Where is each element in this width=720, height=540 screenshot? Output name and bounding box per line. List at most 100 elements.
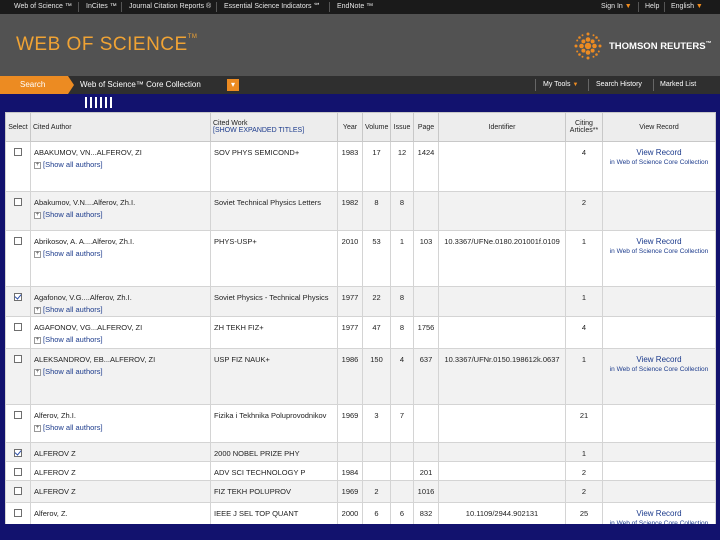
view-record-collection: in Web of Science Core Collection	[606, 519, 712, 529]
row-checkbox[interactable]	[14, 293, 22, 301]
cited-author-cell: AGAFONOV, VG...ALFEROV, ZI + [Show all aut…	[30, 316, 211, 349]
table-header-row: Select Cited Author Cited Work [SHOW EXP…	[5, 112, 716, 142]
tab-search[interactable]: Search	[0, 76, 68, 94]
header-cited-work: Cited Work [SHOW EXPANDED TITLES]	[210, 112, 338, 142]
citing-articles-count: 1	[565, 286, 603, 317]
row-checkbox[interactable]	[14, 198, 22, 206]
frame-top	[5, 94, 715, 112]
sign-in-link[interactable]: Sign In ▼	[601, 0, 632, 14]
year: 1984	[337, 461, 363, 481]
cited-work: PHYS-USP+	[210, 230, 338, 287]
cited-author: ALFEROV Z	[34, 487, 76, 496]
expand-plus-icon: +	[34, 250, 41, 258]
cited-author: ALFEROV Z	[34, 449, 76, 458]
row-checkbox[interactable]	[14, 323, 22, 331]
cited-author-cell: Agafonov, V.G....Alferov, Zh.I. + [Show al…	[30, 286, 211, 317]
cited-author-cell: Alferov, Zh.I. + [Show all authors]	[30, 404, 211, 443]
topnav-essential-science-indicators[interactable]: Essential Science Indicators ℠	[224, 3, 321, 10]
select-cell	[5, 461, 31, 481]
cited-work: Soviet Technical Physics Letters	[210, 191, 338, 231]
cited-author-cell: ALFEROV Z	[30, 442, 211, 462]
language-select[interactable]: English ▼	[671, 0, 703, 14]
cited-work: ADV SCI TECHNOLOGY P	[210, 461, 338, 481]
show-all-authors-link[interactable]: + [Show all authors]	[34, 249, 207, 258]
show-all-authors-link[interactable]: + [Show all authors]	[34, 423, 207, 432]
row-checkbox[interactable]	[14, 449, 22, 457]
web-of-science-logo[interactable]: WEB OF SCIENCETM	[16, 34, 197, 56]
chevron-down-icon: ▼	[572, 82, 579, 88]
year: 1969	[337, 480, 363, 503]
page: 1424	[413, 141, 439, 192]
select-cell	[5, 191, 31, 231]
header-volume: Volume	[362, 112, 391, 142]
brand-text: THOMSON REUTERS	[609, 41, 706, 52]
row-checkbox[interactable]	[14, 148, 22, 156]
row-checkbox[interactable]	[14, 411, 22, 419]
citing-articles-count: 4	[565, 316, 603, 349]
view-record-link[interactable]: View Record	[636, 509, 682, 518]
show-all-authors-label: [Show all authors]	[43, 210, 103, 219]
show-all-authors-link[interactable]: + [Show all authors]	[34, 160, 207, 169]
row-checkbox[interactable]	[14, 237, 22, 245]
nav-separator	[653, 79, 654, 91]
volume: 22	[362, 286, 391, 317]
chevron-down-icon: ▼	[695, 3, 703, 10]
my-tools-menu[interactable]: My Tools ▼	[543, 76, 578, 94]
table-row: Agafonov, V.G....Alferov, Zh.I. + [Show al…	[5, 286, 716, 317]
show-all-authors-link[interactable]: + [Show all authors]	[34, 335, 207, 344]
show-expanded-titles-link[interactable]: [SHOW EXPANDED TITLES]	[213, 127, 305, 134]
identifier	[438, 141, 566, 192]
topnav-endnote[interactable]: EndNote ™	[337, 3, 374, 10]
show-all-authors-label: [Show all authors]	[43, 249, 103, 258]
row-checkbox[interactable]	[14, 468, 22, 476]
collection-dropdown-button[interactable]: ▾	[227, 79, 239, 91]
row-checkbox[interactable]	[14, 487, 22, 495]
topnav-web-of-science[interactable]: Web of Science ™	[14, 3, 72, 10]
search-history-link[interactable]: Search History	[596, 81, 642, 88]
volume: 53	[362, 230, 391, 287]
view-record-link[interactable]: View Record	[636, 355, 682, 364]
help-link[interactable]: Help	[645, 3, 660, 10]
view-record-cell: View Record in Web of Science Core Collec…	[602, 348, 716, 405]
marked-list-link[interactable]: Marked List	[660, 81, 697, 88]
show-all-authors-link[interactable]: + [Show all authors]	[34, 210, 207, 219]
view-record-link[interactable]: View Record	[636, 148, 682, 157]
frame-right	[715, 94, 720, 540]
header-select: Select	[5, 112, 31, 142]
page: 201	[413, 461, 439, 481]
topnav-journal-citation-reports[interactable]: Journal Citation Reports ®	[129, 3, 212, 10]
view-record-link[interactable]: View Record	[636, 237, 682, 246]
table-row: ALFEROV Z 2000 NOBEL PRIZE PHY 1	[5, 442, 716, 462]
view-record-cell: View Record in Web of Science Core Collec…	[602, 230, 716, 287]
cited-author-cell: Abrikosov, A. A....Alferov, Zh.I. + [Show …	[30, 230, 211, 287]
topnav-incites[interactable]: InCites ™	[86, 3, 117, 10]
page: 637	[413, 348, 439, 405]
topnav-separator	[121, 2, 122, 12]
top-bar: Web of Science ™ InCites ™ Journal Citat…	[0, 0, 720, 14]
citing-articles-count: 1	[565, 442, 603, 462]
issue	[390, 442, 414, 462]
cited-work: ZH TEKH FIZ+	[210, 316, 338, 349]
view-record-cell	[602, 404, 716, 443]
identifier	[438, 404, 566, 443]
row-checkbox[interactable]	[14, 355, 22, 363]
page	[413, 286, 439, 317]
cited-author: AGAFONOV, VG...ALFEROV, ZI	[34, 323, 143, 332]
row-checkbox[interactable]	[14, 509, 22, 517]
tab-arrow	[68, 76, 74, 94]
page: 1016	[413, 480, 439, 503]
issue: 12	[390, 141, 414, 192]
table-row: Abrikosov, A. A....Alferov, Zh.I. + [Show …	[5, 230, 716, 287]
main-nav: Search Web of Science™ Core Collection ▾…	[0, 76, 720, 94]
cited-author-cell: ALEKSANDROV, EB...ALFEROV, ZI + [Show all …	[30, 348, 211, 405]
cited-author: Alferov, Zh.I.	[34, 411, 76, 420]
citing-articles-count: 1	[565, 230, 603, 287]
view-record-cell	[602, 191, 716, 231]
volume: 47	[362, 316, 391, 349]
show-all-authors-link[interactable]: + [Show all authors]	[34, 305, 207, 314]
show-all-authors-link[interactable]: + [Show all authors]	[34, 367, 207, 376]
show-all-authors-label: [Show all authors]	[43, 367, 103, 376]
logo-trademark: TM	[187, 34, 198, 40]
volume	[362, 461, 391, 481]
show-all-authors-label: [Show all authors]	[43, 335, 103, 344]
